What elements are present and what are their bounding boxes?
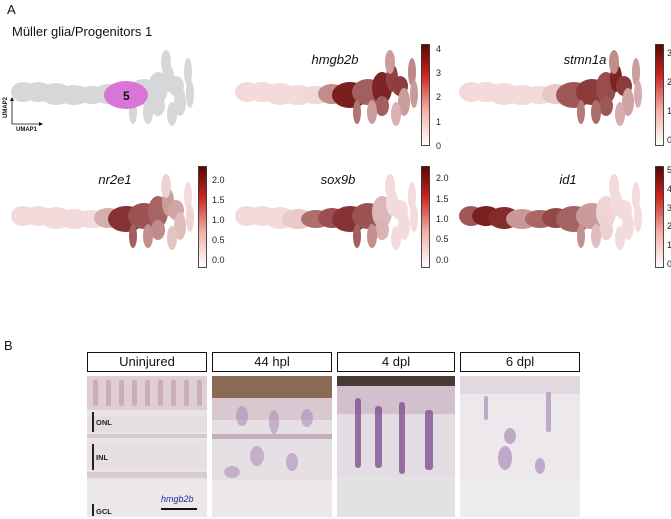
colorbar-tick-label: 1 — [436, 116, 442, 127]
colorbar-tick-label: 5 — [667, 164, 671, 175]
colorbar-tick-label: 4 — [436, 43, 442, 54]
colorbar-tick-label: 1.0 — [212, 215, 225, 225]
section-44hpl: 44 hpl — [212, 352, 332, 517]
colorbar-sox9b — [421, 166, 430, 268]
cluster-title: Müller glia/Progenitors 1 — [12, 24, 153, 39]
section-header: 6 dpl — [460, 352, 580, 372]
colorbar-tick-label: 1.5 — [436, 193, 449, 204]
colorbar-tick-label: 2.0 — [436, 173, 449, 184]
layer-label-onl: ONL — [96, 418, 112, 427]
umap-y-label: UMAP2 — [3, 96, 9, 118]
colorbar-tick-label: 0 — [667, 135, 671, 146]
colorbar-tick-label: 4 — [667, 183, 671, 194]
umap-id1 — [459, 174, 642, 250]
layer-label-gcl: GCL — [96, 507, 112, 516]
section-uninjured: Uninjured ONL INL GCL hmgb2b — [87, 352, 207, 517]
tissue-image — [212, 376, 332, 517]
cluster-umap: 5 — [10, 50, 194, 126]
colorbar-tick-label: 0 — [667, 259, 671, 270]
colorbar-tick-label: 3 — [667, 202, 671, 213]
colorbar-tick-label: 0.0 — [436, 254, 449, 265]
colorbar-tick-label: 2 — [667, 76, 671, 87]
gene-title-hmgb2b: hmgb2b — [311, 52, 359, 67]
stain-label: hmgb2b — [161, 494, 194, 504]
umap-stmn1a — [459, 50, 642, 126]
colorbar-tick-label: 2.0 — [212, 175, 225, 185]
colorbar-tick-label: 0 — [436, 141, 442, 151]
section-6dpl: 6 dpl — [460, 352, 580, 517]
section-header: 4 dpl — [337, 352, 455, 372]
gcl-bar — [92, 504, 94, 516]
umap-nr2e1 — [11, 174, 194, 250]
tissue-image — [87, 376, 207, 517]
colorbar-tick-label: 3 — [667, 47, 671, 58]
umap-sox9b — [235, 174, 418, 250]
section-4dpl: 4 dpl — [337, 352, 455, 517]
cluster-number: 5 — [123, 89, 130, 103]
umap-x-label: UMAP1 — [16, 127, 38, 133]
panel-a-letter: A — [7, 2, 16, 17]
colorbar-tick-label: 0.5 — [212, 235, 225, 245]
colorbar-tick-label: 3 — [436, 68, 442, 79]
layer-label-inl: INL — [96, 453, 109, 462]
colorbar-hmgb2b — [421, 44, 430, 146]
onl-bar — [92, 412, 94, 432]
section-header: Uninjured — [87, 352, 207, 372]
colorbar-tick-label: 2 — [667, 221, 671, 232]
tissue-image — [337, 376, 455, 517]
section-header: 44 hpl — [212, 352, 332, 372]
inl-bar — [92, 444, 94, 470]
colorbar-tick-label: 1.5 — [212, 195, 225, 205]
gene-title-id1: id1 — [559, 172, 577, 187]
colorbar-tick-label: 0.5 — [436, 234, 449, 245]
gene-title-sox9b: sox9b — [320, 172, 356, 187]
umap-hmgb2b — [235, 50, 418, 126]
colorbar-tick-label: 1 — [667, 106, 671, 117]
panel-b-letter: B — [4, 338, 13, 353]
scale-bar — [161, 508, 197, 510]
colorbar-stmn1a — [655, 44, 664, 146]
gene-title-stmn1a: stmn1a — [563, 52, 607, 67]
colorbar-id1 — [655, 166, 664, 268]
cluster-5-highlight — [104, 81, 148, 109]
colorbar-tick-label: 1 — [667, 240, 671, 251]
gene-title-nr2e1: nr2e1 — [98, 172, 132, 187]
tissue-image — [460, 376, 580, 517]
colorbar-tick-label: 2 — [436, 92, 442, 103]
colorbar-tick-label: 1.0 — [436, 214, 449, 225]
colorbar-nr2e1 — [198, 166, 207, 268]
colorbar-tick-label: 0.0 — [212, 255, 225, 265]
